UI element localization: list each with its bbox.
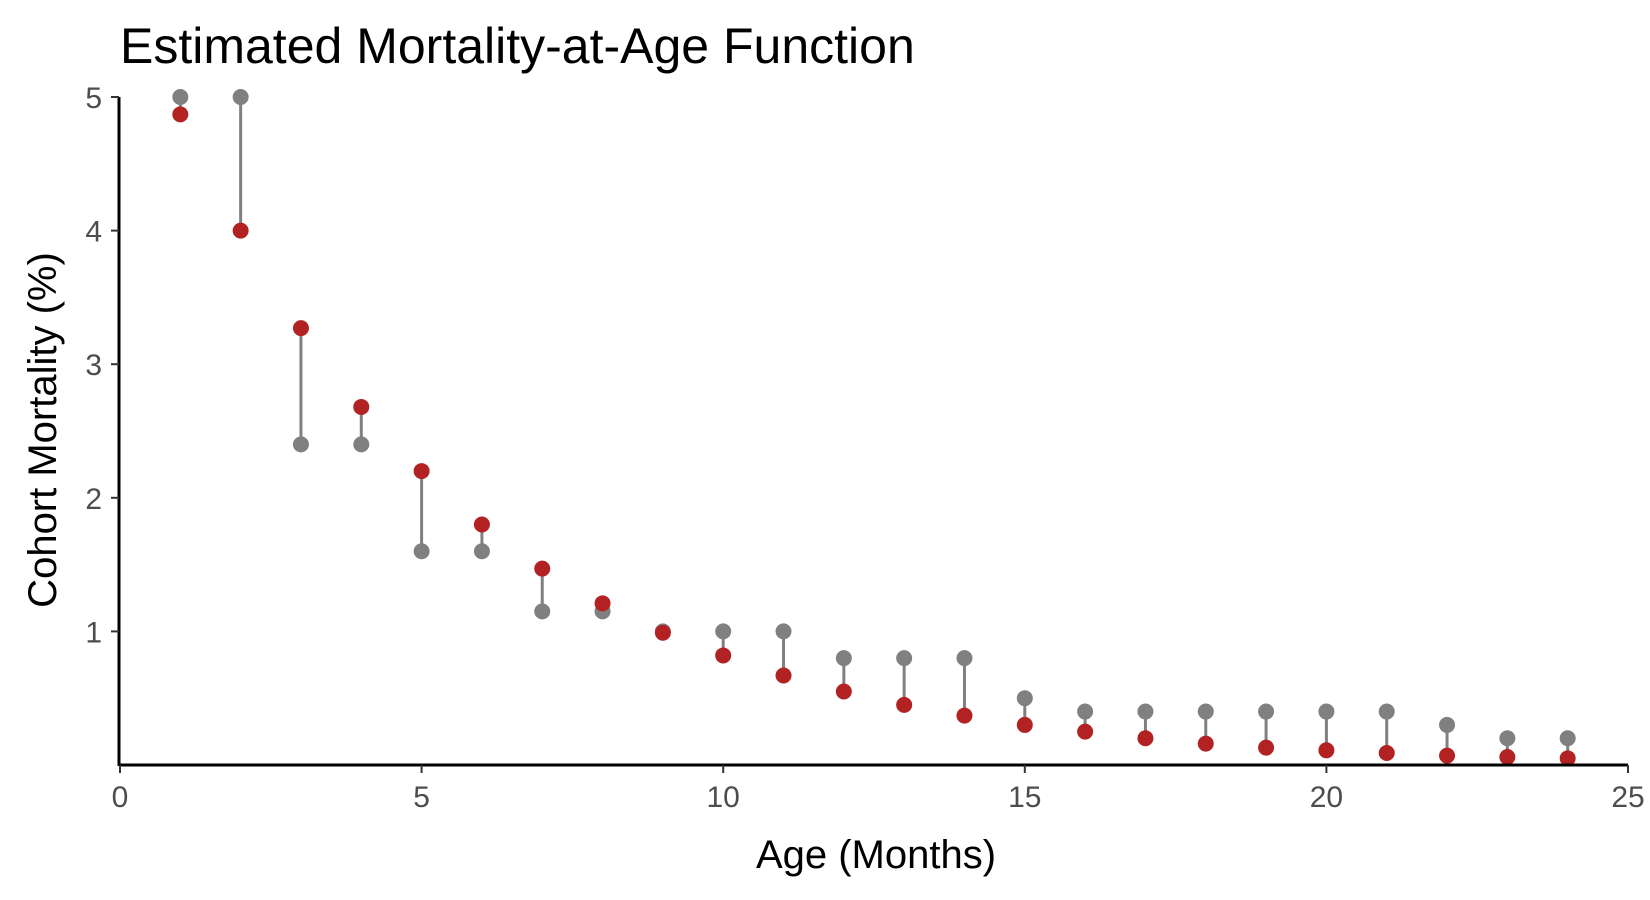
red-point <box>1137 730 1154 747</box>
gray-point <box>1559 730 1576 747</box>
gray-point <box>1016 690 1033 707</box>
gray-point <box>1137 703 1154 720</box>
y-axis-ticks: 1 2 3 4 5 <box>85 82 119 649</box>
red-point <box>654 624 671 641</box>
x-tick-label: 5 <box>413 781 430 814</box>
red-point <box>835 683 852 700</box>
y-tick-label: 3 <box>85 349 102 382</box>
gray-point <box>232 89 249 105</box>
gray-point <box>956 650 973 667</box>
gray-point <box>413 543 430 560</box>
red-point <box>473 516 490 533</box>
y-axis-label: Cohort Mortality (%) <box>21 252 65 608</box>
gray-point <box>1258 703 1275 720</box>
x-axis-label: Age (Months) <box>756 833 996 877</box>
red-point <box>413 463 430 480</box>
red-series-points <box>172 106 1576 767</box>
red-point <box>594 595 611 612</box>
red-point <box>1559 750 1576 767</box>
gray-point <box>1499 730 1516 747</box>
red-point <box>1439 747 1456 764</box>
red-point <box>715 647 732 664</box>
gray-point <box>172 89 189 105</box>
red-point <box>1197 735 1214 752</box>
gray-point <box>292 436 309 453</box>
chart-title: Estimated Mortality-at-Age Function <box>120 18 915 74</box>
x-tick-label: 20 <box>1310 781 1343 814</box>
red-point <box>896 696 913 713</box>
y-tick-label: 4 <box>85 216 102 249</box>
red-point <box>1258 739 1275 756</box>
gray-point <box>835 650 852 667</box>
x-tick-label: 10 <box>707 781 740 814</box>
red-point <box>1016 716 1033 733</box>
gray-point <box>1077 703 1094 720</box>
red-point <box>534 560 551 577</box>
x-tick-label: 15 <box>1008 781 1041 814</box>
red-point <box>232 222 249 239</box>
red-point <box>775 667 792 684</box>
gray-point <box>534 603 551 620</box>
gray-point <box>353 436 370 453</box>
gray-point <box>1439 716 1456 733</box>
y-tick-label: 2 <box>85 483 102 516</box>
red-point <box>1499 748 1516 765</box>
x-tick-label: 25 <box>1611 781 1644 814</box>
x-tick-label: 0 <box>112 781 129 814</box>
gray-point <box>473 543 490 560</box>
axes <box>117 97 1628 767</box>
gray-point <box>715 623 732 640</box>
red-point <box>172 106 189 123</box>
gray-point <box>896 650 913 667</box>
red-point <box>956 707 973 724</box>
y-tick-label: 1 <box>85 616 102 649</box>
red-point <box>292 320 309 337</box>
gray-series-points <box>172 89 1576 747</box>
gray-point <box>1378 703 1395 720</box>
red-point <box>1378 744 1395 761</box>
red-point <box>1318 742 1335 759</box>
connector-lines <box>178 97 1570 759</box>
y-tick-label: 5 <box>85 82 102 115</box>
red-point <box>353 398 370 415</box>
red-point <box>1077 723 1094 740</box>
x-axis-ticks: 0 5 10 15 20 25 <box>112 765 1645 814</box>
gray-point <box>775 623 792 640</box>
gray-point <box>1318 703 1335 720</box>
gray-point <box>1197 703 1214 720</box>
